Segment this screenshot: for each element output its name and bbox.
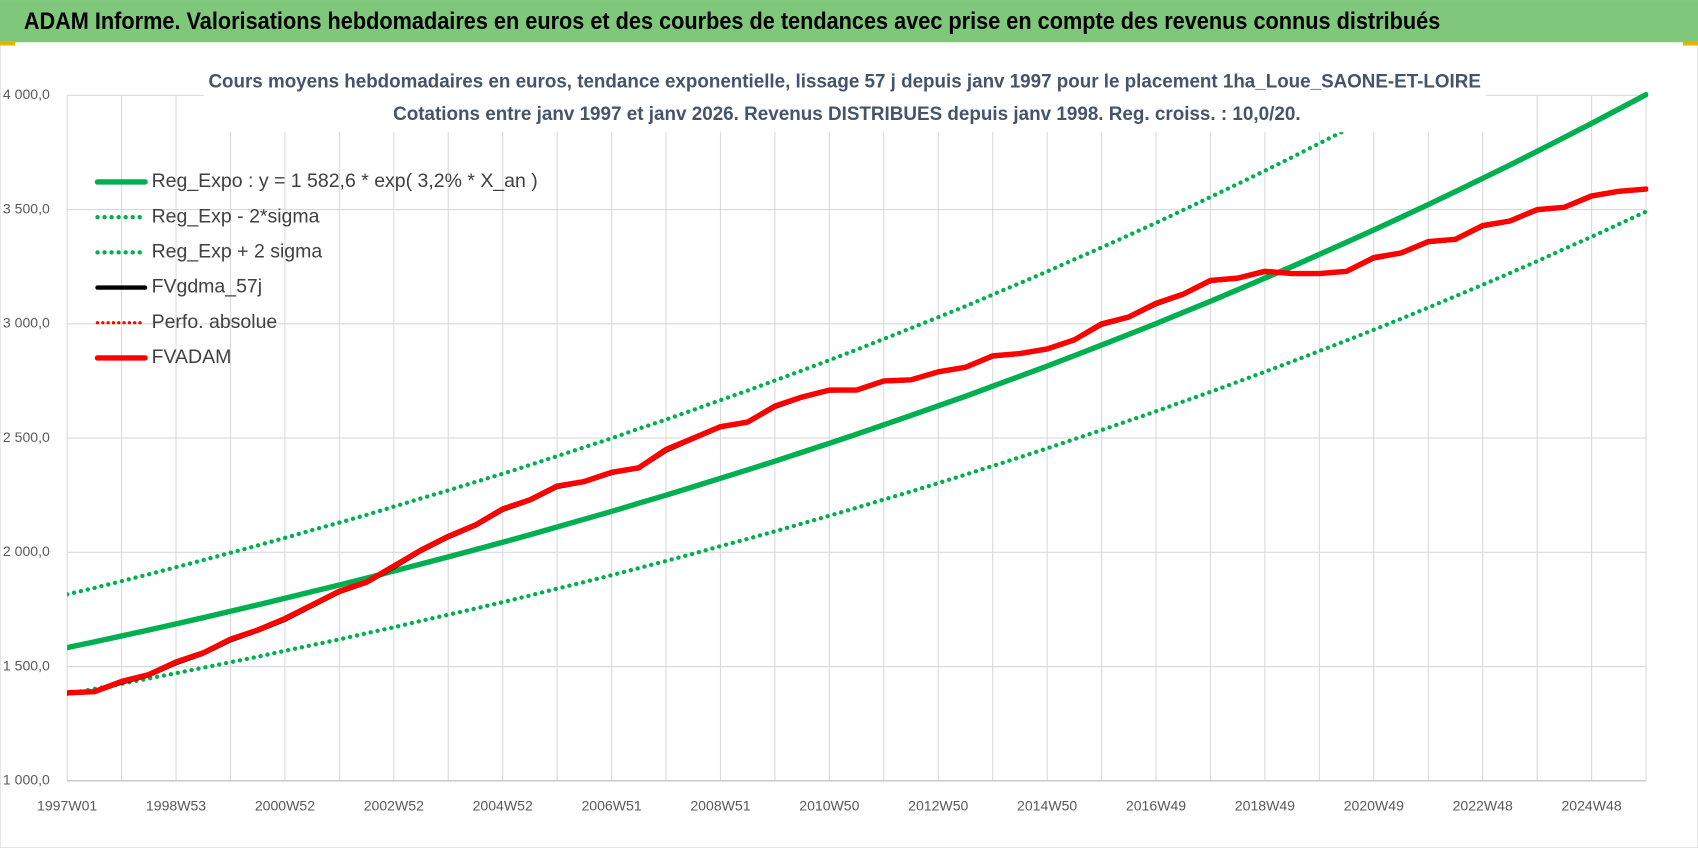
x-tick-label: 2024W48 [1561,798,1621,814]
x-tick-label: 2000W52 [255,798,315,814]
header-band [0,0,1698,43]
legend-label: Perfo. absolue [152,311,278,333]
y-tick-label: 3 500,0 [3,200,50,216]
series-line [67,186,1649,696]
legend-label: FVgdma_57j [152,276,262,298]
chart-title: Cours moyens hebdomadaires en euros, ten… [208,70,1480,92]
legend-label: Reg_Exp + 2 sigma [152,241,323,263]
x-tick-label: 1997W01 [37,798,97,814]
header-title: ADAM Informe. Valorisations hebdomadaire… [24,8,1440,35]
legend-label: FVADAM [152,346,232,368]
y-tick-label: 2 500,0 [3,429,50,445]
x-tick-label: 2014W50 [1017,798,1077,814]
y-tick-label: 1 000,0 [3,772,50,788]
x-tick-label: 2012W50 [908,798,968,814]
x-tick-label: 2010W50 [799,798,859,814]
series-layer [67,65,1649,697]
x-tick-label: 2016W49 [1126,798,1186,814]
y-tick-label: 4 000,0 [3,86,50,102]
x-tick-label: 2020W49 [1344,798,1404,814]
x-tick-label: 2002W52 [364,798,424,814]
x-tick-label: 2022W48 [1453,798,1513,814]
x-tick-label: 2006W51 [581,798,641,814]
x-tick-label: 2004W52 [473,798,533,814]
title-background [203,65,1486,133]
series-line [67,209,1649,697]
x-tick-label: 2018W49 [1235,798,1295,814]
chart-subtitle: Cotations entre janv 1997 et janv 2026. … [393,103,1300,125]
y-tick-label: 2 000,0 [3,543,50,559]
y-tick-label: 3 000,0 [3,315,50,331]
legend: Reg_Expo : y = 1 582,6 * exp( 3,2% * X_a… [94,170,538,368]
legend-label: Reg_Exp - 2*sigma [152,205,320,227]
legend-label: Reg_Expo : y = 1 582,6 * exp( 3,2% * X_a… [152,170,538,192]
corner-mark [0,41,16,46]
series-line [67,91,1649,651]
y-tick-label: 1 500,0 [3,657,50,673]
x-tick-label: 1998W53 [146,798,206,814]
corner-mark [1682,41,1698,46]
x-tick-label: 2008W51 [690,798,750,814]
